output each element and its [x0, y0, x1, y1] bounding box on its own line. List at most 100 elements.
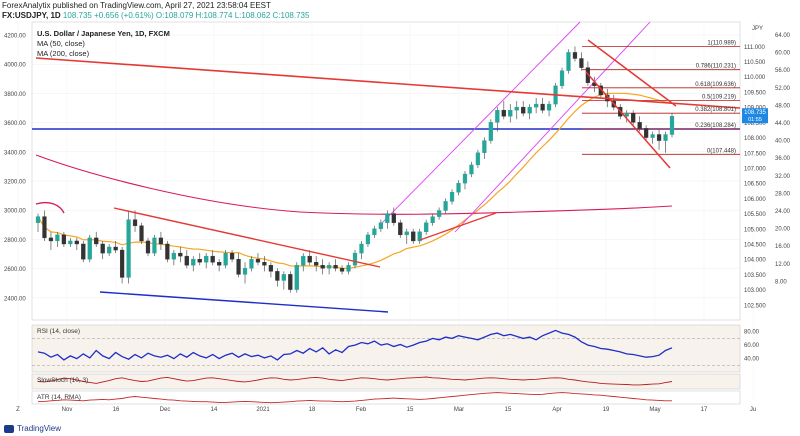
candle [650, 134, 655, 138]
legend-ma200: MA (200, close) [37, 49, 90, 58]
secondary-axis-tick: 32.00 [775, 174, 791, 180]
candle [320, 265, 325, 269]
candle [411, 231, 416, 242]
candle [637, 122, 642, 129]
fib-label: 0(107.448) [707, 148, 736, 154]
secondary-axis-tick: 20.00 [775, 227, 791, 233]
candle [527, 106, 532, 114]
candle [327, 265, 332, 269]
fib-label: 0.5(109.219) [702, 94, 736, 100]
candle [236, 258, 241, 275]
candle [436, 210, 442, 217]
candle [346, 265, 351, 272]
candle [165, 243, 170, 260]
right-axis-tick: 110.000 [744, 75, 766, 81]
candle [249, 258, 254, 269]
rally-trend-line [419, 212, 497, 241]
secondary-axis-tick: 60.00 [775, 51, 791, 57]
candle [456, 182, 461, 193]
candle [275, 271, 280, 281]
x-axis-tick: 17 [701, 407, 708, 413]
x-axis-tick: Apr [552, 407, 561, 413]
stoch-pane [31, 373, 741, 390]
right-axis-tick: 110.500 [744, 60, 766, 66]
footer-brand[interactable]: TradingView [4, 424, 61, 433]
fib-label: 0.618(109.636) [695, 82, 736, 88]
stoch-label: SlowStoch (10, 3) [37, 377, 88, 384]
candle [281, 274, 286, 281]
right-axis-tick: 102.500 [744, 303, 766, 309]
left-axis-tick: 3400.00 [4, 150, 26, 156]
candle [74, 240, 79, 245]
secondary-axis-tick: 36.00 [775, 156, 791, 162]
candle [488, 122, 493, 141]
left-axis-tick: 3200.00 [4, 180, 26, 186]
falling-channel-lower [585, 71, 671, 169]
candle [107, 246, 112, 254]
secondary-axis-tick: 40.00 [775, 139, 791, 145]
candle [223, 252, 228, 266]
secondary-axis-tick: 16.00 [775, 244, 791, 250]
right-axis-tick: 108.000 [744, 136, 766, 142]
symbol-text: FX:USDJPY, 1D [2, 11, 61, 20]
price-badge-value: 108.735 [744, 110, 766, 116]
candle [339, 268, 345, 272]
candle [521, 106, 526, 114]
candle [68, 240, 73, 245]
rsi-tick: 60.00 [744, 343, 760, 349]
candle [178, 252, 183, 257]
rsi-label: RSI (14, close) [37, 328, 80, 335]
candle [475, 152, 481, 166]
x-axis-tick: 15 [407, 407, 414, 413]
candle [171, 252, 176, 260]
candle [663, 134, 668, 141]
candle [262, 262, 267, 266]
candle [482, 140, 487, 153]
candle [391, 213, 396, 223]
fib-label: 0.236(108.284) [695, 123, 736, 129]
right-axis-tick: 104.000 [744, 258, 766, 264]
candle [197, 258, 202, 263]
last-price: 108.735 [62, 11, 92, 20]
right-axis-tick: 105.500 [744, 212, 766, 218]
candle [191, 258, 196, 266]
fib-label: 0.382(108.801) [695, 107, 736, 113]
legend-title: U.S. Dollar / Japanese Yen, 1D, FXCM [37, 29, 170, 38]
fib-label: 0.786(110.231) [696, 64, 736, 70]
candle [217, 262, 222, 266]
candle [378, 222, 383, 229]
high-text: H:108.774 [195, 11, 233, 20]
right-axis-tick: 111.000 [744, 45, 765, 51]
header-line-2: FX:USDJPY, 1D 108.735 +0.656 (+0.61%) O:… [2, 11, 309, 21]
candle [158, 237, 164, 245]
atr-pane [31, 390, 741, 405]
candle [81, 243, 86, 260]
x-axis-tick: 15 [505, 407, 512, 413]
candle [572, 52, 578, 59]
change-text: +0.656 (+0.61%) [94, 11, 154, 20]
right-axis-label: JPY [752, 26, 763, 32]
secondary-axis-tick: 28.00 [775, 191, 791, 197]
right-axis-tick: 104.500 [744, 242, 766, 248]
candle [119, 249, 125, 278]
right-axis-tick: 108.500 [744, 121, 766, 127]
price-badge [742, 108, 768, 124]
candle [417, 231, 422, 242]
low-text: L:108.062 [234, 11, 271, 20]
right-axis-tick: 106.000 [744, 197, 766, 203]
rsi-tick: 80.00 [744, 330, 760, 336]
secondary-axis-tick: 64.00 [775, 33, 791, 39]
left-axis-tick: 4200.00 [4, 34, 26, 40]
candle [404, 231, 409, 236]
left-axis-tick: 4000.00 [4, 63, 26, 69]
secondary-axis-tick: 44.00 [775, 121, 791, 127]
trendlines [35, 39, 741, 313]
legend: U.S. Dollar / Japanese Yen, 1D, FXCM MA … [37, 29, 170, 58]
right-axis-tick: 103.000 [744, 288, 766, 294]
channel-lower [454, 21, 651, 233]
fib-label: 1(110.989) [707, 41, 736, 47]
axes: 4200.00 4000.00 3800.00 3600.00 3400.00 3200.… [4, 26, 791, 413]
candle [514, 106, 519, 111]
x-axis-tick: Nov [62, 407, 73, 413]
